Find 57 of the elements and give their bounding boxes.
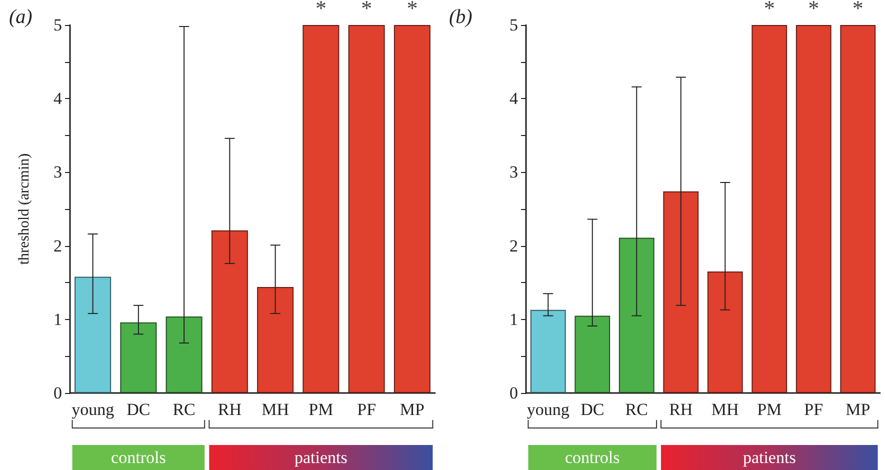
x-tick-label: PM <box>308 400 334 419</box>
y-tick-label: 3 <box>510 162 518 182</box>
x-tick-label: RC <box>625 400 648 419</box>
text: patients <box>742 448 796 467</box>
chart-title: (a) <box>9 6 33 28</box>
bar <box>618 238 654 393</box>
y-tick-label: 0 <box>54 384 62 402</box>
bar <box>74 276 112 393</box>
y-axis-title: threshold (arcmin) <box>16 153 32 265</box>
x-tick-label: PF <box>804 400 824 419</box>
x-tick-label: MP <box>846 400 870 419</box>
y-tick-label: 4 <box>54 89 62 108</box>
bar <box>257 287 294 393</box>
x-tick-label: young <box>526 400 570 419</box>
y-tick-label: 2 <box>54 236 62 256</box>
bar <box>663 191 699 393</box>
annotation: * <box>361 0 372 20</box>
bar <box>530 310 566 393</box>
x-tick-label: PM <box>757 400 782 419</box>
annotation: * <box>808 0 820 20</box>
y-tick-label: 0 <box>510 384 518 402</box>
text: patients <box>294 448 348 467</box>
y-tick-label: 2 <box>510 236 518 256</box>
bar <box>120 322 157 393</box>
bar <box>840 25 876 393</box>
y-tick-label: 3 <box>54 162 62 182</box>
x-tick-label: RH <box>669 400 693 419</box>
x-tick-label: PF <box>357 400 376 419</box>
annotation: * <box>315 0 326 20</box>
y-tick-label: 1 <box>510 310 518 329</box>
bar <box>166 316 202 393</box>
chart-title: (b) <box>449 6 473 28</box>
bar <box>394 25 430 393</box>
x-tick-label: MH <box>262 400 290 419</box>
x-tick-label: MH <box>711 400 739 419</box>
x-tick-label: young <box>72 400 115 419</box>
text: controls <box>564 448 620 467</box>
bar <box>211 230 248 393</box>
y-tick-label: 1 <box>54 310 62 329</box>
bar <box>574 316 610 393</box>
bar <box>707 272 743 393</box>
annotation: * <box>852 0 864 20</box>
bar <box>348 25 385 393</box>
bar <box>302 25 340 393</box>
x-tick-label: DC <box>580 400 604 419</box>
annotation: * <box>406 0 418 20</box>
x-tick-label: DC <box>126 400 150 419</box>
x-tick-label: RH <box>218 400 242 419</box>
y-tick-label: 5 <box>510 16 518 34</box>
y-tick-label: 4 <box>510 89 518 108</box>
bar <box>752 25 788 393</box>
text: controls <box>111 448 166 467</box>
bar <box>796 25 832 393</box>
x-tick-label: RC <box>172 400 196 419</box>
y-tick-label: 5 <box>54 16 62 34</box>
x-tick-label: MP <box>400 400 424 419</box>
annotation: * <box>764 0 775 20</box>
